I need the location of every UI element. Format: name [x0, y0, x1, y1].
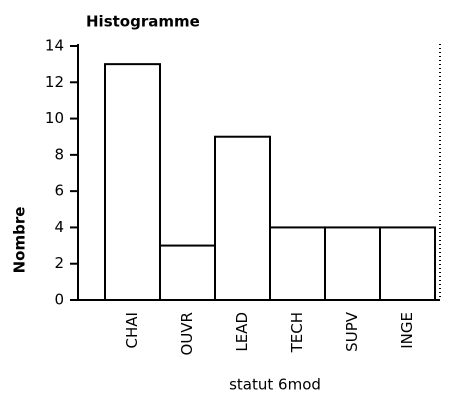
y-tick-label: 0: [54, 291, 64, 309]
x-tick-label: TECH: [288, 312, 306, 353]
chart-title: Histogramme: [86, 13, 200, 31]
x-tick-label: SUPV: [343, 311, 361, 352]
bar: [159, 244, 216, 301]
bar: [269, 226, 326, 301]
y-tick-label: 4: [54, 218, 64, 236]
x-tick-label: OUVR: [178, 312, 196, 355]
bar: [379, 226, 436, 301]
y-axis-label: Nombre: [11, 207, 29, 274]
x-tick-label: CHAI: [123, 312, 141, 348]
x-tick-label: INGE: [398, 312, 416, 349]
y-tick-label: 10: [45, 109, 64, 127]
bar: [214, 135, 271, 301]
y-tick-label: 14: [45, 37, 64, 55]
y-tick-label: 12: [45, 73, 64, 91]
y-tick-label: 6: [54, 182, 64, 200]
bar: [104, 63, 161, 302]
x-axis-label: statut 6mod: [229, 376, 321, 394]
y-tick-label: 8: [54, 145, 64, 163]
y-tick-label: 2: [54, 254, 64, 272]
bar: [324, 226, 381, 301]
x-tick-label: LEAD: [233, 312, 251, 352]
